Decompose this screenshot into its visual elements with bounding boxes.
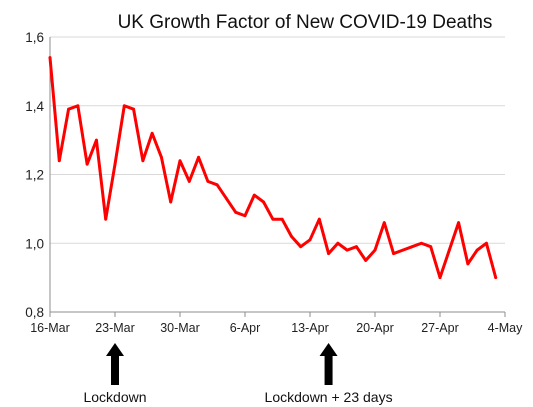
y-tick-label: 1,6 [25,30,44,45]
x-tick-label: 30-Mar [160,321,200,335]
y-tick-labels: 0,8 1,0 1,2 1,4 1,6 [25,30,44,320]
x-tick-label: 13-Apr [291,321,329,335]
data-point [438,276,442,280]
series-line [48,56,498,280]
data-point [410,245,414,249]
data-point [225,197,228,200]
data-point [271,217,275,221]
data-point [355,245,358,249]
data-point [382,221,386,225]
data-point [215,183,219,187]
data-point [67,107,70,111]
data-point [457,221,460,225]
arrow-up-icon [106,343,124,385]
data-point [48,56,52,60]
data-point [420,241,423,245]
x-tick-label: 23-Mar [95,321,135,335]
data-point [466,262,470,266]
data-point [234,210,238,214]
annotation-label: Lockdown + 23 days [265,389,393,405]
arrow-up-icon [319,343,338,385]
data-point [364,259,368,262]
data-point [132,107,135,111]
data-point [336,241,340,245]
annotation-label: Lockdown [83,389,146,405]
data-point [57,159,61,163]
x-tick-labels: 16-Mar 23-Mar 30-Mar 6-Apr 13-Apr 20-Apr 27-Ap… [30,321,523,335]
data-point [95,138,98,142]
data-point [178,159,182,163]
data-point [150,131,154,135]
annotation-0: Lockdown [83,343,147,405]
data-point [252,193,256,197]
data-point [160,155,163,159]
data-point [76,104,80,108]
data-point [429,245,433,249]
data-point [113,162,117,166]
data-point [447,248,451,252]
annotations: Lockdown Lockdown + 23 days [83,343,393,405]
data-point [262,200,265,204]
data-point [206,179,210,183]
data-point [122,104,126,108]
data-point [392,252,395,255]
data-point [187,179,191,183]
series [48,56,498,280]
x-tick-label: 16-Mar [30,321,70,335]
x-tick-label: 6-Apr [230,321,261,335]
data-point [197,155,200,159]
x-tick-label: 20-Apr [356,321,394,335]
data-point [401,248,405,252]
data-point [494,276,498,280]
data-point [345,248,349,252]
y-tick-label: 1,0 [25,236,44,251]
annotation-1: Lockdown + 23 days [265,343,393,405]
x-tick-label: 4-May [488,321,523,335]
data-point [308,238,312,242]
y-tick-label: 1,4 [25,99,44,114]
axes [49,37,506,317]
data-point [299,245,303,249]
data-point [169,200,173,204]
data-point [104,217,108,221]
data-point [373,248,377,252]
data-point [290,234,293,238]
data-point [485,241,488,245]
data-point [243,214,247,218]
data-point [85,162,89,166]
y-tick-label: 1,2 [25,168,44,183]
data-point [327,252,330,255]
data-point [475,248,479,252]
y-tick-label: 0,8 [25,305,44,320]
data-point [141,159,145,163]
chart-title: UK Growth Factor of New COVID-19 Deaths [118,12,493,33]
data-point [280,217,284,221]
x-tick-label: 27-Apr [421,321,459,335]
data-point [317,217,321,221]
